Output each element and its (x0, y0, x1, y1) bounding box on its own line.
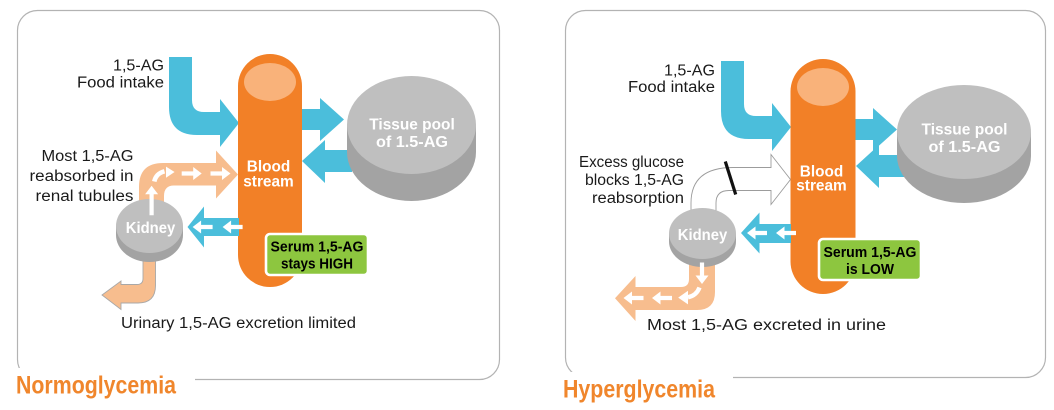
svg-text:blocks 1,5-AG: blocks 1,5-AG (585, 172, 684, 189)
svg-text:renal tubules: renal tubules (36, 188, 134, 205)
svg-text:Most 1,5-AG: Most 1,5-AG (42, 148, 134, 165)
svg-text:is LOW: is LOW (846, 262, 894, 278)
svg-text:Blood: Blood (247, 159, 291, 176)
svg-text:1,5-AG: 1,5-AG (113, 58, 164, 75)
svg-text:reabsorbed in: reabsorbed in (30, 168, 134, 185)
svg-text:Food intake: Food intake (77, 75, 164, 92)
svg-text:1,5-AG: 1,5-AG (664, 63, 715, 80)
svg-text:Tissue pool: Tissue pool (922, 122, 1008, 139)
svg-text:Blood: Blood (800, 164, 844, 181)
svg-text:Kidney: Kidney (126, 220, 176, 237)
svg-text:stream: stream (243, 174, 294, 191)
svg-text:Most 1,5-AG excreted in urine: Most 1,5-AG excreted in urine (647, 317, 886, 334)
svg-text:Excess glucose: Excess glucose (579, 154, 684, 171)
svg-text:stays HIGH: stays HIGH (281, 257, 353, 273)
svg-text:Hyperglycemia: Hyperglycemia (563, 376, 716, 404)
svg-text:stream: stream (796, 178, 847, 195)
svg-text:of 1.5-AG: of 1.5-AG (929, 139, 1001, 156)
svg-text:reabsorption: reabsorption (592, 190, 684, 207)
svg-text:Serum 1,5-AG: Serum 1,5-AG (824, 245, 917, 261)
svg-text:Serum 1,5-AG: Serum 1,5-AG (271, 240, 364, 256)
svg-text:of 1.5-AG: of 1.5-AG (376, 134, 448, 151)
svg-text:Normoglycemia: Normoglycemia (16, 372, 177, 400)
svg-text:Kidney: Kidney (678, 227, 728, 244)
svg-text:Tissue pool: Tissue pool (369, 117, 455, 134)
svg-text:Food intake: Food intake (628, 79, 715, 96)
svg-text:Urinary 1,5-AG excretion limit: Urinary 1,5-AG excretion limited (121, 315, 356, 332)
